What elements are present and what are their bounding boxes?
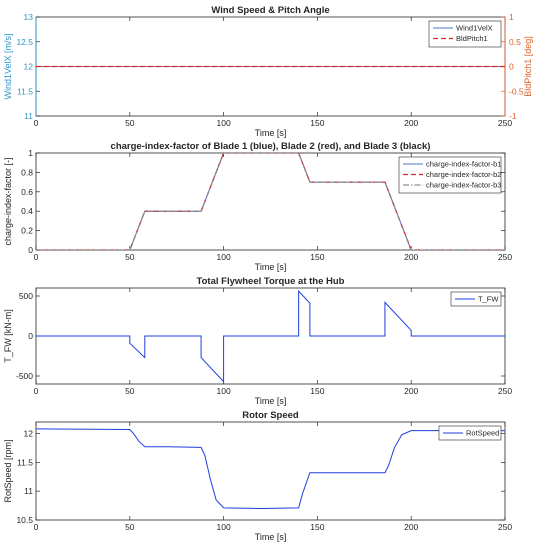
x-axis-label: Time [s] bbox=[255, 128, 287, 138]
x-tick-label: 200 bbox=[404, 252, 418, 262]
x-tick-label: 0 bbox=[34, 522, 39, 532]
y-right-tick-label: 0.5 bbox=[509, 37, 521, 47]
chart-title: Rotor Speed bbox=[242, 410, 299, 421]
series-line-RotSpeed bbox=[36, 428, 505, 509]
x-tick-label: 50 bbox=[125, 386, 135, 396]
x-tick-label: 250 bbox=[498, 522, 512, 532]
y-tick-label: 500 bbox=[19, 291, 33, 301]
x-tick-label: 100 bbox=[217, 386, 231, 396]
x-axis-label: Time [s] bbox=[255, 396, 287, 406]
y-tick-label: 0.6 bbox=[21, 187, 33, 197]
x-tick-label: 0 bbox=[34, 252, 39, 262]
x-tick-label: 0 bbox=[34, 386, 39, 396]
y-right-tick-label: 0 bbox=[509, 62, 514, 72]
chart-1: Wind Speed & Pitch Angle 0 50 100 150 200 250 T… bbox=[3, 5, 533, 138]
y-axis-label: RotSpeed [rpm] bbox=[3, 439, 13, 502]
x-tick-label: 250 bbox=[498, 118, 512, 128]
y-tick-label: 12.5 bbox=[16, 37, 33, 47]
y-axis-label: charge-index-factor [-] bbox=[3, 157, 13, 245]
y-tick-label: -500 bbox=[16, 371, 33, 381]
plot-area bbox=[35, 421, 506, 521]
x-tick-label: 100 bbox=[217, 252, 231, 262]
y-tick-label: 13 bbox=[24, 12, 34, 22]
x-tick-label: 200 bbox=[404, 386, 418, 396]
x-tick-label: 0 bbox=[34, 118, 39, 128]
x-tick-label: 200 bbox=[404, 118, 418, 128]
legend-entry: BldPitch1 bbox=[456, 34, 488, 43]
y-tick-label: 0.2 bbox=[21, 226, 33, 236]
y-tick-label: 11 bbox=[24, 486, 33, 496]
series-line-charge-index-factor-b2 bbox=[36, 153, 505, 250]
y-tick-label: 0 bbox=[28, 331, 33, 341]
chart-4: Rotor Speed 0 50 100 150 200 250 Time [s] 10.5 11… bbox=[3, 410, 512, 542]
chart-title: Total Flywheel Torque at the Hub bbox=[197, 276, 345, 287]
y-tick-label: 0.4 bbox=[21, 206, 33, 216]
legend-entry: RotSpeed bbox=[466, 429, 499, 438]
legend: charge-index-factor-b1charge-index-facto… bbox=[398, 156, 501, 194]
y-tick-label: 11 bbox=[24, 111, 33, 121]
x-tick-label: 150 bbox=[310, 386, 324, 396]
x-tick-label: 100 bbox=[217, 522, 231, 532]
x-tick-label: 150 bbox=[310, 252, 324, 262]
y-tick-label: 11.5 bbox=[17, 457, 33, 467]
y-axis-label: T_FW [kN-m] bbox=[3, 309, 13, 363]
y-right-tick-label: -0.5 bbox=[509, 86, 524, 96]
x-tick-label: 250 bbox=[498, 386, 512, 396]
chart-2: charge-index-factor of Blade 1 (blue), B… bbox=[3, 141, 512, 272]
series-line-T_FW bbox=[36, 289, 505, 383]
legend-entry: charge-index-factor-b2 bbox=[426, 170, 501, 179]
chart-title: charge-index-factor of Blade 1 (blue), B… bbox=[111, 141, 431, 152]
x-tick-label: 150 bbox=[310, 522, 324, 532]
legend-entry: Wind1VelX bbox=[456, 24, 493, 33]
legend-entry: charge-index-factor-b3 bbox=[426, 181, 501, 190]
x-tick-label: 200 bbox=[404, 522, 418, 532]
legend-entry: charge-index-factor-b1 bbox=[426, 160, 501, 169]
y-tick-label: 10.5 bbox=[16, 515, 33, 525]
x-axis-label: Time [s] bbox=[255, 262, 287, 272]
y-tick-label: 0 bbox=[28, 245, 33, 255]
y-tick-label: 1 bbox=[28, 148, 33, 158]
x-tick-label: 50 bbox=[125, 118, 135, 128]
x-tick-label: 100 bbox=[217, 118, 231, 128]
legend: T_FW bbox=[450, 291, 502, 307]
legend: RotSpeed bbox=[438, 425, 502, 441]
y-tick-label: 11.5 bbox=[17, 86, 33, 96]
y-right-axis-label: BldPitch1 [deg] bbox=[523, 36, 533, 97]
legend-entry: T_FW bbox=[478, 295, 499, 304]
y-tick-label: 12 bbox=[24, 62, 34, 72]
x-axis-label: Time [s] bbox=[255, 532, 287, 542]
x-tick-label: 50 bbox=[125, 522, 135, 532]
y-axis-label: Wind1VelX [m/s] bbox=[3, 33, 13, 99]
x-tick-label: 50 bbox=[125, 252, 135, 262]
series-line-charge-index-factor-b3 bbox=[36, 153, 505, 250]
y-tick-label: 0.8 bbox=[21, 167, 33, 177]
chart-title: Wind Speed & Pitch Angle bbox=[211, 5, 329, 16]
y-right-tick-label: 1 bbox=[509, 12, 514, 22]
x-tick-label: 150 bbox=[310, 118, 324, 128]
y-right-tick-label: -1 bbox=[509, 111, 517, 121]
chart-3: Total Flywheel Torque at the Hub 0 50 100 15… bbox=[3, 276, 512, 406]
y-tick-label: 12 bbox=[24, 429, 34, 439]
x-tick-label: 250 bbox=[498, 252, 512, 262]
